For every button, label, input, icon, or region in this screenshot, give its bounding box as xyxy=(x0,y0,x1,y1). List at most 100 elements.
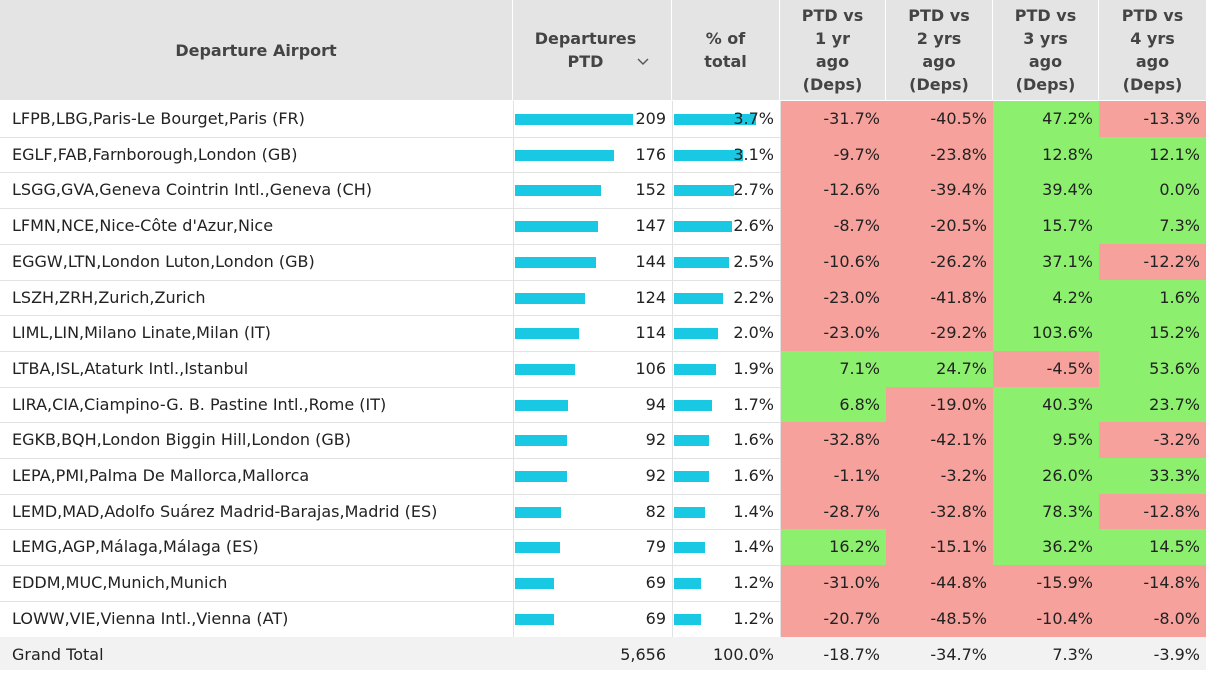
airport-name[interactable]: LEMD,MAD,Adolfo Suárez Madrid-Barajas,Ma… xyxy=(12,501,438,521)
ptd-yr2-cell: -20.5% xyxy=(886,208,993,245)
ptd-yr1-cell: -1.1% xyxy=(780,458,886,495)
ptd-yr4-cell: 7.3% xyxy=(1099,208,1206,245)
departures-value: 94 xyxy=(645,394,666,414)
ptd-yr1-cell: -10.6% xyxy=(780,243,886,281)
grand-total-yr4: -3.9% xyxy=(1153,645,1200,664)
row-divider xyxy=(0,208,780,209)
ptd-yr3-cell: -15.9% xyxy=(993,565,1099,602)
column-divider xyxy=(672,101,673,637)
ptd-yr3-cell: 37.1% xyxy=(993,243,1099,281)
ptd-yr4-cell: 1.6% xyxy=(1099,279,1206,317)
ptd-yr3-cell: 78.3% xyxy=(993,493,1099,531)
grand-total-departures: 5,656 xyxy=(620,645,666,664)
airport-name[interactable]: EGLF,FAB,Farnborough,London (GB) xyxy=(12,144,298,164)
airport-name[interactable]: LEMG,AGP,Málaga,Málaga (ES) xyxy=(12,537,259,557)
ptd-yr4-cell: -14.8% xyxy=(1099,565,1206,602)
pct-bar xyxy=(674,578,701,590)
header-ptd-vs-3yrs[interactable]: PTD vs 3 yrs ago (Deps) xyxy=(993,0,1099,100)
ptd-yr1-cell: -32.8% xyxy=(780,422,886,459)
departures-bar xyxy=(515,185,601,197)
row-divider xyxy=(0,315,780,316)
pct-bar xyxy=(674,256,729,268)
airport-name[interactable]: LIML,LIN,Milano Linate,Milan (IT) xyxy=(12,323,271,343)
ptd-yr3-cell: 4.2% xyxy=(993,279,1099,317)
row-divider xyxy=(0,529,780,530)
ptd-yr1-cell: -23.0% xyxy=(780,279,886,317)
ptd-yr2-cell: -39.4% xyxy=(886,172,993,210)
ptd-yr4-cell: -12.2% xyxy=(1099,243,1206,281)
pct-bar xyxy=(674,435,709,447)
airport-name[interactable]: LSZH,ZRH,Zurich,Zurich xyxy=(12,287,206,307)
airport-name[interactable]: EGKB,BQH,London Biggin Hill,London (GB) xyxy=(12,430,351,450)
grand-total-yr3: 7.3% xyxy=(1052,645,1093,664)
ptd-yr2-cell: -42.1% xyxy=(886,422,993,459)
ptd-yr2-cell: -44.8% xyxy=(886,565,993,602)
row-divider xyxy=(0,387,780,388)
header-label: Departures PTD xyxy=(534,29,637,71)
ptd-yr3-cell: 15.7% xyxy=(993,208,1099,245)
airport-name[interactable]: LOWW,VIE,Vienna Intl.,Vienna (AT) xyxy=(12,608,289,628)
departures-value: 82 xyxy=(645,501,666,521)
pct-value: 2.7% xyxy=(733,180,774,200)
row-divider xyxy=(0,172,780,173)
airport-name[interactable]: EGGW,LTN,London Luton,London (GB) xyxy=(12,251,315,271)
chevron-down-icon[interactable] xyxy=(637,28,649,74)
ptd-yr3-cell: 9.5% xyxy=(993,422,1099,459)
ptd-yr4-cell: -3.2% xyxy=(1099,422,1206,459)
airport-name[interactable]: LFMN,NCE,Nice-Côte d'Azur,Nice xyxy=(12,216,274,236)
pct-bar xyxy=(674,114,756,125)
departures-value: 92 xyxy=(645,466,666,485)
grand-total-yr1: -18.7% xyxy=(823,645,880,664)
header-ptd-vs-1yr[interactable]: PTD vs 1 yr ago (Deps) xyxy=(780,0,886,100)
airport-name[interactable]: EDDM,MUC,Munich,Munich xyxy=(12,573,228,593)
header-pct-of-total[interactable]: % of total xyxy=(672,0,780,100)
row-divider xyxy=(0,458,780,459)
airport-name[interactable]: LTBA,ISL,Ataturk Intl.,Istanbul xyxy=(12,358,249,378)
departures-value: 176 xyxy=(635,144,666,164)
pct-value: 3.1% xyxy=(733,144,774,164)
header-label: % of total xyxy=(704,29,747,71)
ptd-yr1-cell: -8.7% xyxy=(780,208,886,245)
ptd-yr4-cell: 15.2% xyxy=(1099,315,1206,352)
ptd-yr2-cell: 24.7% xyxy=(886,350,993,388)
ptd-yr2-cell: -19.0% xyxy=(886,386,993,424)
departures-value: 124 xyxy=(635,287,666,307)
ptd-yr1-cell: -31.7% xyxy=(780,101,886,138)
departures-value: 144 xyxy=(635,251,666,271)
airport-name[interactable]: LEPA,PMI,Palma De Mallorca,Mallorca xyxy=(12,466,310,485)
row-divider xyxy=(0,280,780,281)
column-divider xyxy=(513,101,514,637)
airport-name[interactable]: LFPB,LBG,Paris-Le Bourget,Paris (FR) xyxy=(12,109,305,128)
pct-value: 1.4% xyxy=(733,537,774,557)
grand-total-row xyxy=(0,637,1206,670)
pct-bar xyxy=(674,328,718,340)
departures-value: 106 xyxy=(635,358,666,378)
ptd-yr1-cell: -23.0% xyxy=(780,315,886,352)
airport-name[interactable]: LSGG,GVA,Geneva Cointrin Intl.,Geneva (C… xyxy=(12,180,372,200)
column-divider xyxy=(780,101,781,637)
ptd-yr1-cell: -31.0% xyxy=(780,565,886,602)
departures-bar xyxy=(515,613,554,625)
ptd-yr4-cell: -13.3% xyxy=(1099,101,1206,138)
pct-value: 1.2% xyxy=(733,573,774,593)
departures-value: 69 xyxy=(645,608,666,628)
departures-value: 79 xyxy=(645,537,666,557)
row-divider xyxy=(0,565,780,566)
pct-value: 2.5% xyxy=(733,251,774,271)
header-ptd-vs-2yrs[interactable]: PTD vs 2 yrs ago (Deps) xyxy=(886,0,993,100)
header-departures-ptd[interactable]: Departures PTD xyxy=(513,0,672,100)
ptd-yr3-cell: 39.4% xyxy=(993,172,1099,210)
header-ptd-vs-4yrs[interactable]: PTD vs 4 yrs ago (Deps) xyxy=(1099,0,1206,100)
row-divider xyxy=(0,494,780,495)
header-label: PTD vs 3 yrs ago (Deps) xyxy=(1014,6,1077,94)
departures-bar xyxy=(515,363,575,375)
airport-name[interactable]: LIRA,CIA,Ciampino-G. B. Pastine Intl.,Ro… xyxy=(12,394,387,414)
departures-bar xyxy=(515,114,633,125)
departures-bar xyxy=(515,506,561,518)
header-departure-airport[interactable]: Departure Airport xyxy=(0,0,513,100)
pct-value: 2.0% xyxy=(733,323,774,343)
header-label: Departure Airport xyxy=(175,40,337,60)
departures-value: 152 xyxy=(635,180,666,200)
ptd-yr4-cell: 53.6% xyxy=(1099,350,1206,388)
ptd-yr1-cell: -28.7% xyxy=(780,493,886,531)
